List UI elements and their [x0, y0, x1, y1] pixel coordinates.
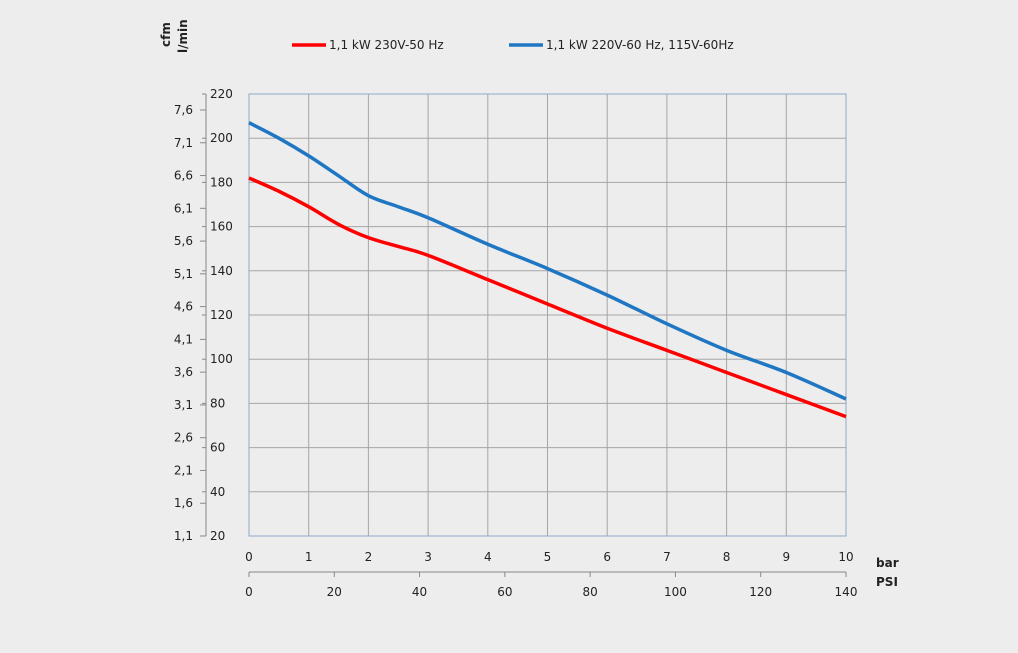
bar-tick-label: 5 — [544, 550, 552, 564]
psi-tick-label: 60 — [497, 585, 512, 599]
psi-tick-label: 40 — [412, 585, 427, 599]
psi-unit-label: PSI — [876, 575, 898, 589]
cfm-tick-label: 2,6 — [174, 431, 193, 445]
series-line-2 — [248, 121, 847, 401]
legend: 1,1 kW 230V-50 Hz 1,1 kW 220V-60 Hz, 115V… — [292, 38, 734, 52]
bar-tick-label: 2 — [365, 550, 373, 564]
series-line-1 — [248, 176, 847, 419]
lmin-tick-label: 80 — [210, 396, 225, 410]
psi-tick-label: 120 — [749, 585, 772, 599]
legend-label-1: 1,1 kW 230V-50 Hz — [329, 38, 444, 52]
psi-tick-label: 140 — [835, 585, 858, 599]
cfm-tick-label: 7,1 — [174, 136, 193, 150]
bar-unit-label: bar — [876, 556, 899, 570]
axes — [200, 93, 847, 577]
cfm-tick-label: 4,1 — [174, 332, 193, 346]
bar-tick-label: 0 — [245, 550, 253, 564]
lmin-tick-label: 120 — [210, 308, 233, 322]
bar-tick-label: 3 — [424, 550, 432, 564]
lmin-tick-label: 140 — [210, 264, 233, 278]
lmin-tick-label: 180 — [210, 175, 233, 189]
cfm-unit-label: cfm — [159, 22, 173, 47]
lmin-tick-label: 60 — [210, 441, 225, 455]
tick-labels: 204060801001201401601802002201,11,62,12,… — [174, 87, 858, 599]
cfm-tick-label: 4,6 — [174, 300, 193, 314]
lmin-tick-label: 20 — [210, 529, 225, 543]
cfm-tick-label: 6,1 — [174, 201, 193, 215]
lmin-unit-label: l/min — [176, 19, 190, 53]
lmin-tick-label: 40 — [210, 485, 225, 499]
cfm-tick-label: 2,1 — [174, 463, 193, 477]
psi-tick-label: 0 — [245, 585, 253, 599]
cfm-tick-label: 5,1 — [174, 267, 193, 281]
cfm-tick-label: 1,1 — [174, 529, 193, 543]
lmin-tick-label: 160 — [210, 220, 233, 234]
lmin-tick-label: 200 — [210, 131, 233, 145]
bar-tick-label: 9 — [782, 550, 790, 564]
legend-label-2: 1,1 kW 220V-60 Hz, 115V-60Hz — [546, 38, 734, 52]
plot-frame — [248, 93, 847, 537]
lmin-tick-label: 100 — [210, 352, 233, 366]
cfm-tick-label: 7,6 — [174, 103, 193, 117]
psi-tick-label: 80 — [583, 585, 598, 599]
psi-tick-label: 20 — [327, 585, 342, 599]
cfm-tick-label: 3,6 — [174, 365, 193, 379]
series-lines — [248, 121, 847, 419]
grid — [248, 93, 847, 537]
cfm-tick-label: 6,6 — [174, 169, 193, 183]
bar-tick-label: 1 — [305, 550, 313, 564]
cfm-tick-label: 3,1 — [174, 398, 193, 412]
bar-tick-label: 7 — [663, 550, 671, 564]
cfm-tick-label: 1,6 — [174, 496, 193, 510]
bar-tick-label: 10 — [838, 550, 853, 564]
bar-tick-label: 4 — [484, 550, 492, 564]
bar-tick-label: 8 — [723, 550, 731, 564]
cfm-tick-label: 5,6 — [174, 234, 193, 248]
bar-tick-label: 6 — [603, 550, 611, 564]
lmin-tick-label: 220 — [210, 87, 233, 101]
psi-tick-label: 100 — [664, 585, 687, 599]
